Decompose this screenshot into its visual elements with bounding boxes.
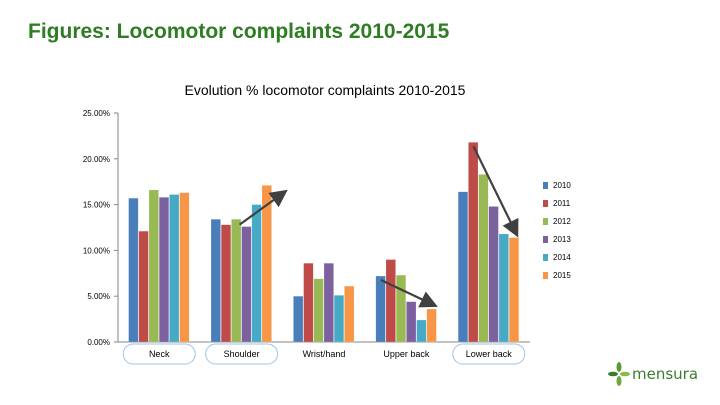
bar-2011-shoulder: [220, 224, 232, 343]
bar-2015-shoulder: [261, 185, 272, 343]
bar-2012-wrist-hand: [313, 278, 324, 343]
bar-2011-wrist-hand: [303, 262, 314, 343]
bar-2012-lower-back: [478, 174, 489, 343]
bar-2010-lower-back: [457, 191, 469, 343]
y-tick-label: 10.00%: [83, 246, 110, 255]
legend: 2010 2011 2012 2013 2014 2015: [543, 181, 571, 280]
bar-2014-shoulder: [251, 204, 262, 343]
y-tick-label: 25.00%: [83, 109, 110, 118]
bar-2012-shoulder: [231, 219, 242, 343]
slide-title: Figures: Locomotor complaints 2010-2015: [28, 20, 450, 43]
bar-2011-neck: [138, 230, 149, 343]
bar-2015-lower-back: [508, 237, 520, 343]
bar-2010-neck: [128, 197, 139, 343]
legend-label: 2012: [553, 217, 571, 226]
trend-arrow-down: [380, 279, 438, 308]
bar-2011-upper-back: [385, 259, 396, 343]
bar-2015-neck: [179, 192, 190, 343]
logo-text: mensura: [632, 365, 699, 383]
bar-2010-upper-back: [375, 275, 386, 343]
bar-2013-shoulder: [241, 226, 252, 343]
legend-swatch: [543, 218, 548, 225]
bar-2013-upper-back: [406, 301, 417, 343]
bar-2011-lower-back: [468, 142, 479, 343]
legend-label: 2015: [553, 271, 571, 280]
legend-swatch: [543, 236, 548, 243]
bar-2012-neck: [148, 189, 159, 343]
bar-2010-shoulder: [210, 219, 221, 343]
y-tick-label: 15.00%: [83, 201, 110, 210]
y-tick-label: 20.00%: [83, 155, 110, 164]
bar-2014-neck: [169, 194, 180, 343]
legend-label: 2014: [553, 253, 571, 262]
bar-2013-lower-back: [488, 206, 499, 343]
bar-2014-wrist-hand: [333, 295, 345, 343]
trend-arrows: [238, 145, 519, 308]
legend-label: 2013: [553, 235, 571, 244]
mensura-logo: mensura: [608, 362, 698, 386]
trend-arrow-down: [472, 145, 519, 238]
legend-swatch: [543, 200, 548, 207]
category-label: Lower back: [466, 349, 513, 359]
bar-2015-wrist-hand: [344, 285, 355, 343]
category-highlight-oval: [452, 343, 526, 365]
trend-arrow-up: [238, 189, 288, 226]
bar-2015-upper-back: [426, 308, 437, 343]
category-highlight-oval: [205, 343, 279, 365]
category-label: Wrist/hand: [303, 349, 346, 359]
category-highlight-oval: [122, 343, 196, 365]
bar-2013-neck: [158, 197, 170, 343]
bar-2013-wrist-hand: [323, 262, 334, 343]
category-label: Shoulder: [224, 349, 260, 359]
category-label: Neck: [149, 349, 170, 359]
mensura-leaf-logo-icon: [608, 362, 630, 386]
legend-label: 2011: [553, 199, 571, 208]
y-tick-label: 5.00%: [87, 292, 110, 301]
category-labels: Neck Shoulder Wrist/hand Upper back Lower ba…: [122, 343, 526, 365]
legend-swatch: [543, 272, 548, 279]
y-tick-label: 0.00%: [87, 338, 110, 347]
legend-swatch: [543, 254, 548, 261]
bar-2014-upper-back: [416, 319, 427, 343]
bar-2010-wrist-hand: [293, 295, 304, 343]
bar-2012-upper-back: [395, 274, 407, 343]
category-label: Upper back: [383, 349, 430, 359]
legend-label: 2010: [553, 181, 571, 190]
bars-group: [128, 142, 520, 343]
bar-2014-lower-back: [498, 233, 509, 343]
chart-title: Evolution % locomotor complaints 2010-20…: [185, 82, 466, 98]
legend-swatch: [543, 182, 548, 189]
